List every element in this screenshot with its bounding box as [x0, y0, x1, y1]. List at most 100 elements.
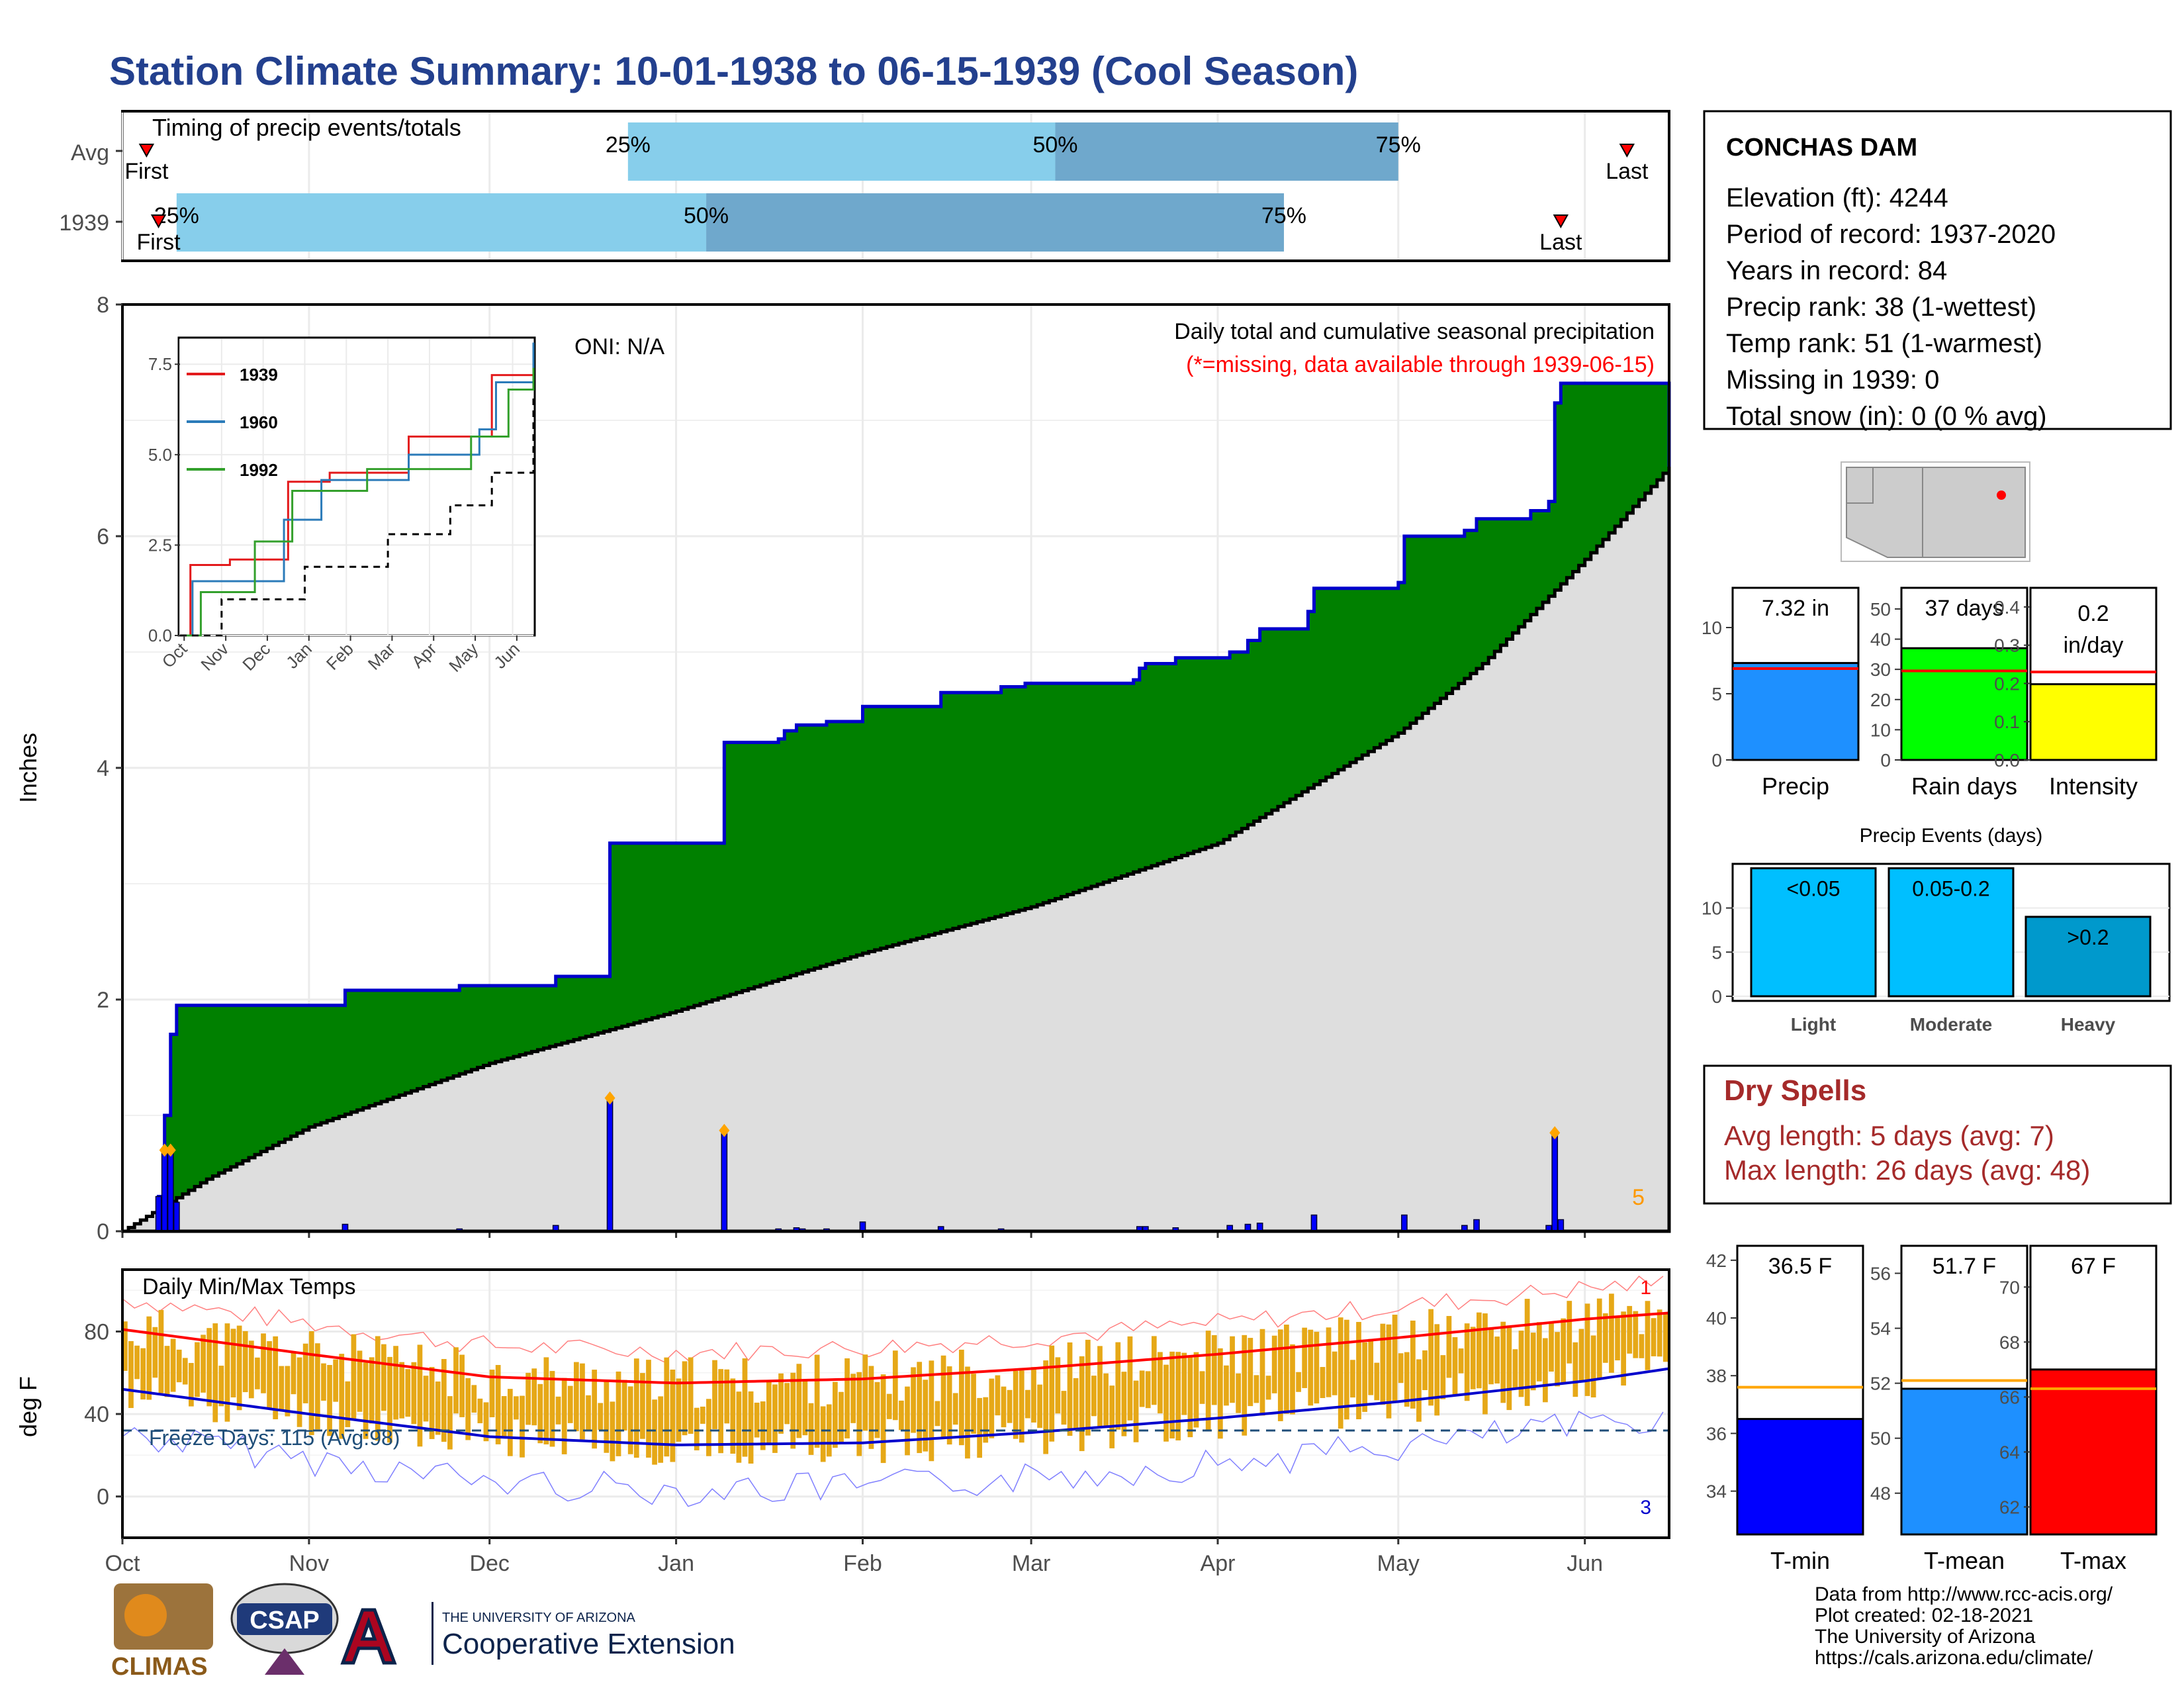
daily-temp-bar — [1621, 1311, 1626, 1386]
daily-temp-bar — [134, 1345, 140, 1380]
daily-temp-bar — [279, 1366, 285, 1410]
inset-series-average — [180, 397, 535, 637]
daily-temp-bar — [1236, 1373, 1242, 1413]
timing-first-label-0: First — [124, 159, 169, 184]
daily-temp-bar — [477, 1398, 483, 1424]
daily-temp-bar — [676, 1378, 682, 1442]
events-bar-label-1: 0.05-0.2 — [1912, 877, 1989, 901]
daily-temp-bar — [1013, 1371, 1019, 1439]
temp-x-axis: Oct Nov Dec Jan Feb Mar Apr May Jun — [105, 1538, 1603, 1576]
daily-temp-bar — [1530, 1333, 1536, 1391]
temp-xtick-label-7: May — [1377, 1551, 1420, 1576]
daily-temp-bar — [230, 1329, 236, 1398]
events-content: 0 5 10 <0.05 Light 0.05-0.2 Moderate >0.2 Heavy — [1702, 867, 2169, 1035]
daily-temp-bar — [664, 1357, 670, 1457]
daily-temp-bar — [1061, 1391, 1067, 1425]
footer: Data from http://www.rcc-acis.org/ Plot … — [1815, 1583, 2113, 1669]
daily-temp-bar — [1662, 1314, 1668, 1362]
csap-logo: CSAP — [230, 1583, 339, 1675]
daily-temp-bar — [1338, 1317, 1343, 1429]
daily-temp-bar — [820, 1406, 826, 1462]
timing-p50-label-1: 50% — [684, 203, 729, 228]
daily-temp-bar — [905, 1386, 910, 1456]
ua-a-logo-icon — [340, 1608, 397, 1665]
daily-temp-bar — [1350, 1360, 1355, 1398]
daily-temp-bar — [1488, 1329, 1494, 1385]
daily-temp-bar — [1019, 1370, 1024, 1443]
timing-last-label-0: Last — [1606, 159, 1649, 184]
daily-temp-bar — [273, 1336, 279, 1420]
inset-ytick-label: 5.0 — [148, 445, 172, 465]
daily-temp-bar — [1374, 1362, 1380, 1401]
daily-temp-bar — [1103, 1373, 1109, 1426]
daily-temp-bar — [435, 1381, 441, 1435]
daily-precip-bar-27 — [1551, 1132, 1559, 1232]
daily-temp-bar — [1001, 1386, 1007, 1428]
daily-temp-bar — [411, 1362, 417, 1425]
daily-temp-bar — [1440, 1355, 1446, 1399]
precip-panel-subtitle: (*=missing, data available through 1939-… — [1186, 352, 1655, 377]
timing-last-label-1: Last — [1539, 230, 1582, 255]
timing-row-label-1939: 1939 — [59, 211, 109, 236]
temp-summary-ytick-label-0: 38 — [1706, 1366, 1727, 1386]
daily-temp-bar — [333, 1359, 338, 1402]
daily-temp-bar — [195, 1342, 200, 1397]
temp-summary-ytick-label-0: 40 — [1706, 1308, 1727, 1329]
summary-bar-charts: 0 5 10 7.32 in Precip 0 10 20 30 40 50 37 days Rain … — [1702, 586, 2158, 800]
daily-temp-bar — [874, 1382, 880, 1438]
daily-temp-bar — [580, 1363, 585, 1440]
daily-temp-bar — [1543, 1338, 1548, 1403]
daily-temp-bar — [814, 1354, 820, 1448]
timing-last-marker-1 — [1553, 214, 1569, 229]
daily-temp-bar — [1392, 1315, 1398, 1402]
daily-temp-bar — [242, 1331, 248, 1393]
temp-summary-bar-2 — [2029, 1368, 2158, 1536]
summary-ytick-label-1: 30 — [1870, 659, 1891, 680]
inset-legend-label-1992: 1992 — [240, 460, 278, 480]
daily-precip-marker-1 — [159, 1143, 170, 1157]
timing-p25-label-0: 25% — [606, 132, 651, 158]
timing-title: Timing of precip events/totals — [152, 114, 461, 141]
daily-temp-bar — [1277, 1329, 1283, 1421]
daily-temp-bar — [658, 1396, 664, 1463]
daily-temp-bar — [1175, 1352, 1181, 1440]
daily-temp-bar — [1248, 1338, 1253, 1407]
precip-panel: 0 2 4 6 8 Inches ONI: N/A Daily total and cu… — [15, 293, 1671, 1244]
inset-ytick-label: 2.5 — [148, 535, 172, 555]
daily-temp-bar — [1645, 1301, 1651, 1370]
daily-temp-bar — [158, 1309, 164, 1393]
cumulative-precip-normal-area — [122, 467, 1671, 1233]
summary-value-label-0: 7.32 in — [1762, 596, 1829, 621]
daily-temp-bar — [1332, 1351, 1338, 1395]
summary-value-label-2-unit: in/day — [2064, 633, 2124, 658]
daily-temp-bar — [218, 1366, 224, 1407]
temp-y-label: deg F — [15, 1376, 42, 1437]
daily-temp-bar — [363, 1362, 369, 1439]
daily-temp-bar — [1380, 1323, 1386, 1405]
daily-temp-bar — [1536, 1322, 1542, 1382]
daily-temp-bar — [652, 1399, 657, 1465]
daily-temp-bar — [447, 1396, 453, 1450]
daily-temp-bar — [1296, 1372, 1301, 1392]
daily-temp-bar — [989, 1378, 995, 1438]
daily-temp-bar — [1158, 1352, 1163, 1414]
summary-ytick-label-0: 10 — [1702, 618, 1722, 638]
daily-temp-bar — [1578, 1329, 1584, 1382]
daily-temp-bar — [1037, 1384, 1042, 1429]
timing-bar-lower-1 — [176, 193, 707, 252]
tmin-normal-line — [122, 1367, 1670, 1446]
daily-precip-bar-3 — [173, 1201, 180, 1232]
station-location-marker — [1997, 491, 2006, 500]
daily-temp-bar — [483, 1402, 489, 1442]
temp-xtick-label-8: Jun — [1567, 1551, 1603, 1576]
daily-temp-bar — [1187, 1356, 1193, 1438]
daily-temp-bar — [285, 1366, 291, 1417]
daily-temp-bar — [1265, 1376, 1271, 1400]
daily-temp-bar — [501, 1396, 507, 1437]
daily-temp-bar — [495, 1365, 501, 1444]
daily-temp-bar — [940, 1355, 946, 1438]
precip-ytick-label-4: 4 — [97, 756, 109, 781]
daily-temp-bar — [351, 1334, 357, 1421]
